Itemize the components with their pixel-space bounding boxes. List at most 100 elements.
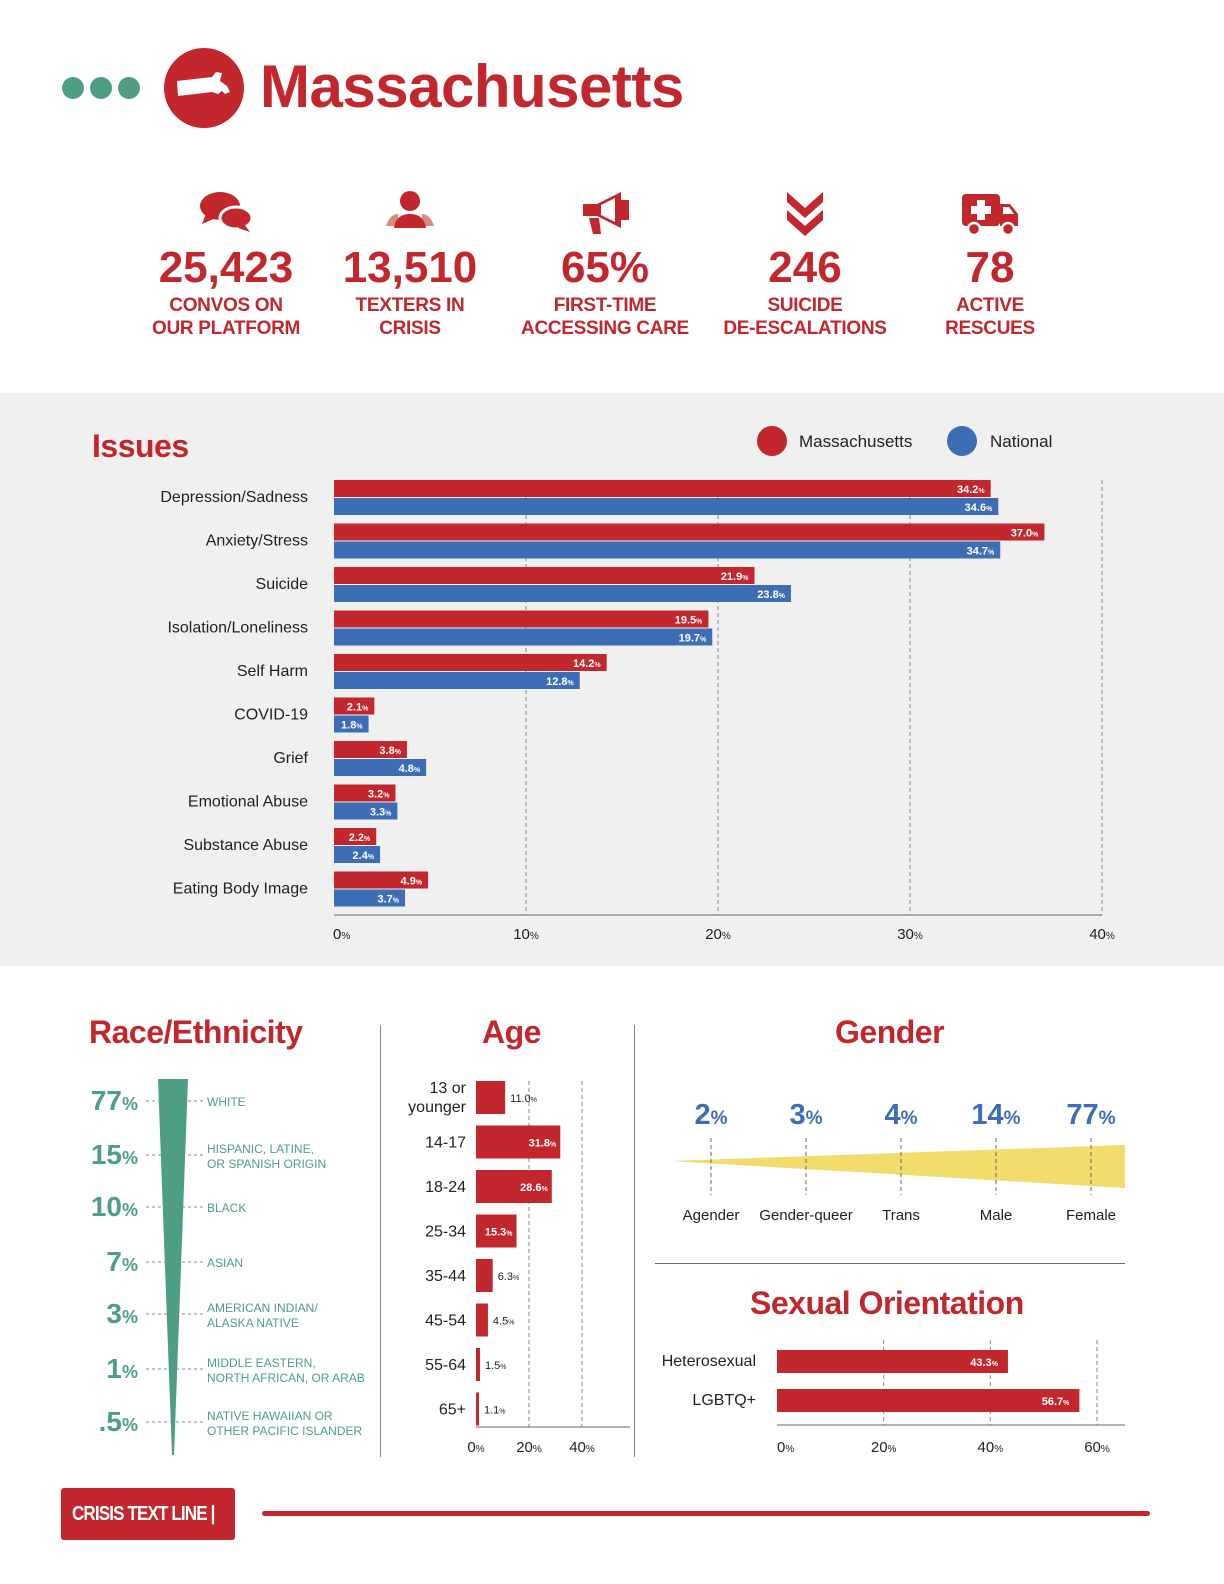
gender-label: Female <box>1066 1207 1116 1224</box>
data-label: 2.1% <box>347 702 369 714</box>
category-label: Suicide <box>256 576 309 593</box>
chevron-down-double-icon <box>787 192 823 236</box>
orientation-chart: 0% 20% 40% 60% Heterosexual 43.3% LGBTQ+ 56.7% <box>662 1340 1125 1456</box>
age-bar <box>476 1081 506 1114</box>
race-category-label: MIDDLE EASTERN, <box>207 1356 316 1370</box>
race-chart: 77% WHITE 15% HISPANIC, LATINE,OR SPANISH O… <box>91 1079 365 1455</box>
category-label: Emotional Abuse <box>188 794 308 811</box>
legend-label-national: National <box>990 432 1053 451</box>
age-label: 13 or <box>430 1080 467 1097</box>
footer-brand: CRISIS TEXT LINE | <box>72 1503 215 1525</box>
data-label: 11.0% <box>510 1093 537 1105</box>
data-label: 2.4% <box>353 850 375 862</box>
data-label: 43.3% <box>970 1357 998 1369</box>
age-bar <box>476 1170 552 1203</box>
data-label: 3.3% <box>370 807 392 819</box>
x-tick-label: 20% <box>871 1439 897 1456</box>
funnel-shape <box>158 1079 188 1455</box>
bar-national <box>334 585 791 602</box>
orientation-bar <box>777 1389 1080 1412</box>
divider-age-gender <box>634 1025 635 1457</box>
stat-rescues: 78 ACTIVE RESCUES <box>885 188 1095 340</box>
state-map-icon <box>164 48 244 128</box>
age-bar <box>476 1214 517 1248</box>
race-value: 10% <box>91 1191 138 1222</box>
category-label: Grief <box>273 750 308 767</box>
legend-dot-national <box>947 426 977 456</box>
race-category-label: NORTH AFRICAN, OR ARAB <box>207 1371 365 1385</box>
data-label: 2.2% <box>349 832 371 844</box>
data-label: 28.6% <box>520 1182 548 1194</box>
x-tick-label: 20% <box>705 926 731 943</box>
race-category-label: BLACK <box>207 1201 246 1215</box>
age-bar <box>476 1125 561 1159</box>
bar-national <box>334 889 406 907</box>
x-tick-label: 60% <box>1084 1439 1110 1456</box>
stat-label: SUICIDE DE-ESCALATIONS <box>723 295 887 339</box>
gender-value: 4% <box>884 1099 917 1131</box>
gender-label: Agender <box>683 1207 740 1224</box>
age-label: 18-24 <box>425 1179 466 1196</box>
bar-national <box>334 672 580 689</box>
data-label: 14.2% <box>573 658 601 670</box>
chat-bubbles-icon <box>200 192 254 232</box>
divider-race-age <box>380 1025 381 1457</box>
data-label: 1.1% <box>484 1405 506 1417</box>
age-label: younger <box>408 1099 466 1116</box>
x-tick-label: 0% <box>467 1439 484 1456</box>
stat-value: 65% <box>560 243 650 292</box>
ambulance-icon <box>962 194 1018 237</box>
race-category-label: HISPANIC, LATINE, <box>207 1142 314 1156</box>
bar-massachusetts <box>334 784 396 802</box>
gender-value: 14% <box>971 1099 1020 1131</box>
age-chart: 0% 20% 40% 13 or younger 11.0% 14-17 31.8% 18-24… <box>408 1080 630 1456</box>
category-label: COVID-19 <box>234 707 308 724</box>
stat-label: CONVOS ON OUR PLATFORM <box>151 295 301 339</box>
stat-value: 25,423 <box>158 243 294 292</box>
category-label: Depression/Sadness <box>160 489 308 506</box>
gender-label: Male <box>980 1207 1013 1224</box>
race-value: 3% <box>106 1298 138 1329</box>
bar-massachusetts <box>334 480 991 497</box>
stat-label: ACTIVE RESCUES <box>945 295 1035 339</box>
gender-label: Trans <box>882 1207 920 1224</box>
bar-national <box>334 498 999 515</box>
people-icon <box>386 191 434 228</box>
stat-value: 78 <box>965 243 1015 292</box>
bar-massachusetts <box>334 741 407 758</box>
data-label: 1.8% <box>341 720 363 732</box>
age-title: Age <box>482 1014 541 1050</box>
race-category-label: WHITE <box>207 1095 246 1109</box>
data-label: 31.8% <box>529 1138 557 1150</box>
x-tick-label: 30% <box>897 926 923 943</box>
stat-texters: 13,510 TEXTERS IN CRISIS <box>305 188 515 340</box>
issues-title: Issues <box>92 428 189 464</box>
page-title: Massachusetts <box>260 53 684 120</box>
issues-chart: 0% 10% 20% 30% 40% Depression/Sadness 34.2% 34.… <box>160 480 1115 943</box>
bar-massachusetts <box>334 567 755 584</box>
orientation-label: LGBTQ+ <box>692 1392 756 1409</box>
category-label: Isolation/Loneliness <box>167 620 308 637</box>
race-category-label: NATIVE HAWAIIAN OR <box>207 1409 333 1423</box>
data-label: 6.3% <box>498 1271 520 1283</box>
age-label: 65+ <box>439 1402 466 1419</box>
race-category-label: ALASKA NATIVE <box>207 1316 299 1330</box>
footer-logo-box <box>61 1488 235 1540</box>
age-label: 45-54 <box>425 1313 466 1330</box>
data-label: 15.3% <box>485 1227 513 1239</box>
data-label: 3.2% <box>368 789 390 801</box>
bar-massachusetts <box>334 523 1045 541</box>
data-label: 1.5% <box>485 1360 507 1372</box>
decor-dot-1 <box>62 77 84 99</box>
race-category-label: AMERICAN INDIAN/ <box>207 1301 318 1315</box>
data-label: 4.9% <box>401 876 423 888</box>
race-category-label: OR SPANISH ORIGIN <box>207 1157 326 1171</box>
category-label: Self Harm <box>237 663 308 680</box>
section-divider <box>655 1263 1125 1264</box>
data-label: 34.6% <box>965 502 993 514</box>
data-label: 12.8% <box>546 676 574 688</box>
x-tick-label: 40% <box>978 1439 1004 1456</box>
bar-national <box>334 628 713 646</box>
x-tick-label: 10% <box>513 926 539 943</box>
category-label: Eating Body Image <box>173 881 308 898</box>
